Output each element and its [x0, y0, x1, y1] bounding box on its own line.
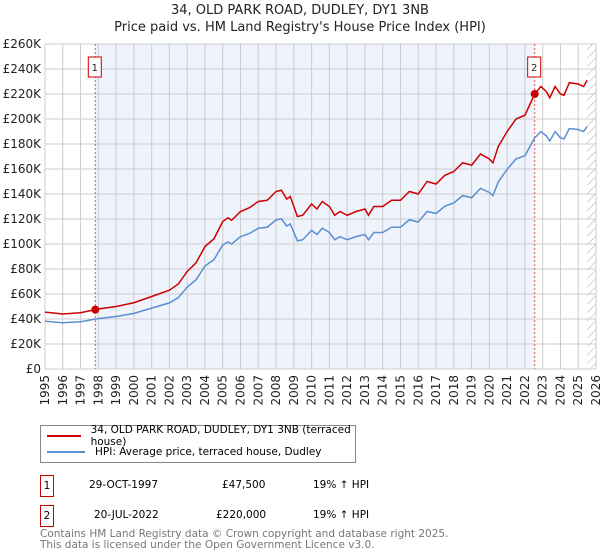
- footer-licence: This data is licensed under the Open Gov…: [40, 539, 375, 551]
- y-tick-label: £200K: [3, 112, 43, 126]
- x-tick-label: 2020: [482, 375, 496, 406]
- x-tick-label: 2025: [571, 375, 585, 406]
- x-tick-label: 2005: [216, 375, 230, 406]
- chart-title: 34, OLD PARK ROAD, DUDLEY, DY1 3NB: [171, 3, 429, 18]
- x-tick-label: 2016: [411, 375, 425, 406]
- property-price-line: [44, 79, 588, 315]
- y-tick-label: £80K: [10, 262, 42, 276]
- x-tick-label: 2013: [358, 375, 372, 406]
- forecast-hatch: [587, 44, 596, 369]
- x-tick-label: 2018: [447, 375, 461, 406]
- x-tick-label: 2023: [536, 375, 550, 406]
- legend-swatch-blue: [47, 451, 85, 453]
- x-tick-label: 2011: [322, 375, 336, 406]
- sale-date: 29-OCT-1997: [89, 479, 158, 491]
- x-tick-label: 2008: [269, 375, 283, 406]
- x-tick-label: 2000: [127, 375, 141, 406]
- x-tick-label: 1997: [74, 375, 88, 406]
- y-tick-label: £160K: [3, 162, 43, 176]
- sale-marker-label: 1: [92, 63, 98, 74]
- y-tick-label: £20K: [10, 337, 42, 351]
- y-tick-label: £260K: [3, 37, 43, 51]
- sale-row: 2 20-JUL-2022 £220,000 19% ↑ HPI: [40, 505, 440, 527]
- sale-marker-box: [87, 56, 102, 78]
- x-tick-label: 1998: [91, 375, 105, 406]
- x-tick-label: 2002: [162, 375, 176, 406]
- sale-marker-box: [527, 56, 542, 78]
- hpi-line: [44, 125, 588, 324]
- x-tick-label: 2024: [553, 375, 567, 406]
- footer-copyright: Contains HM Land Registry data © Crown c…: [40, 528, 449, 540]
- y-tick-label: £220K: [3, 87, 43, 101]
- x-tick-label: 2009: [287, 375, 301, 406]
- price-chart: £0 £20K £40K £60K £80K £100K £120K £140K £160K £1…: [3, 37, 600, 406]
- x-tick-label: 2007: [251, 375, 265, 406]
- chart-subtitle: Price paid vs. HM Land Registry's House …: [114, 20, 486, 35]
- legend-item-property: 34, OLD PARK ROAD, DUDLEY, DY1 3NB (terr…: [47, 424, 355, 448]
- y-tick-label: £240K: [3, 62, 43, 76]
- legend-swatch-red: [47, 435, 81, 437]
- y-tick-label: £140K: [3, 187, 43, 201]
- sale-point: [530, 90, 539, 98]
- x-tick-label: 2019: [465, 375, 479, 406]
- x-tick-label: 2015: [393, 375, 407, 406]
- y-tick-label: £0: [26, 362, 41, 376]
- sale-date: 20-JUL-2022: [94, 509, 159, 521]
- x-tick-label: 2001: [145, 375, 159, 406]
- sale-row: 1 29-OCT-1997 £47,500 19% ↑ HPI: [40, 475, 440, 497]
- x-tick-label: 1995: [38, 375, 52, 406]
- legend-item-hpi: HPI: Average price, terraced house, Dudl…: [47, 445, 322, 459]
- x-tick-label: 2017: [429, 375, 443, 406]
- sale-badge: 2: [40, 505, 54, 527]
- sale-hpi: 19% ↑ HPI: [313, 479, 370, 491]
- sale-price: £47,500: [222, 479, 266, 491]
- y-tick-label: £60K: [10, 287, 42, 301]
- x-tick-label: 2010: [305, 375, 319, 406]
- y-tick-label: £40K: [10, 312, 42, 326]
- x-tick-label: 2022: [518, 375, 532, 406]
- x-tick-label: 2012: [340, 375, 354, 406]
- x-tick-label: 1999: [109, 375, 123, 406]
- sale-hpi: 19% ↑ HPI: [313, 509, 370, 521]
- x-tick-label: 2026: [589, 375, 600, 406]
- legend: 34, OLD PARK ROAD, DUDLEY, DY1 3NB (terr…: [40, 424, 356, 463]
- y-tick-label: £180K: [3, 137, 43, 151]
- sale-price: £220,000: [216, 509, 267, 521]
- footer: Contains HM Land Registry data © Crown c…: [40, 529, 448, 551]
- x-tick-label: 1996: [56, 375, 70, 406]
- x-tick-label: 2004: [198, 375, 212, 406]
- legend-label: HPI: Average price, terraced house, Dudl…: [95, 446, 322, 458]
- sale-marker-label: 2: [531, 63, 537, 74]
- y-tick-label: £120K: [3, 212, 43, 226]
- sale-badge: 1: [40, 475, 54, 497]
- x-tick-label: 2014: [376, 375, 390, 406]
- sale-point: [91, 305, 100, 314]
- y-tick-label: £100K: [3, 237, 43, 251]
- plot-border: [44, 43, 597, 370]
- legend-label: 34, OLD PARK ROAD, DUDLEY, DY1 3NB (terr…: [90, 424, 351, 448]
- x-tick-label: 2006: [234, 375, 248, 406]
- x-tick-label: 2003: [180, 375, 194, 406]
- x-tick-label: 2021: [500, 375, 514, 406]
